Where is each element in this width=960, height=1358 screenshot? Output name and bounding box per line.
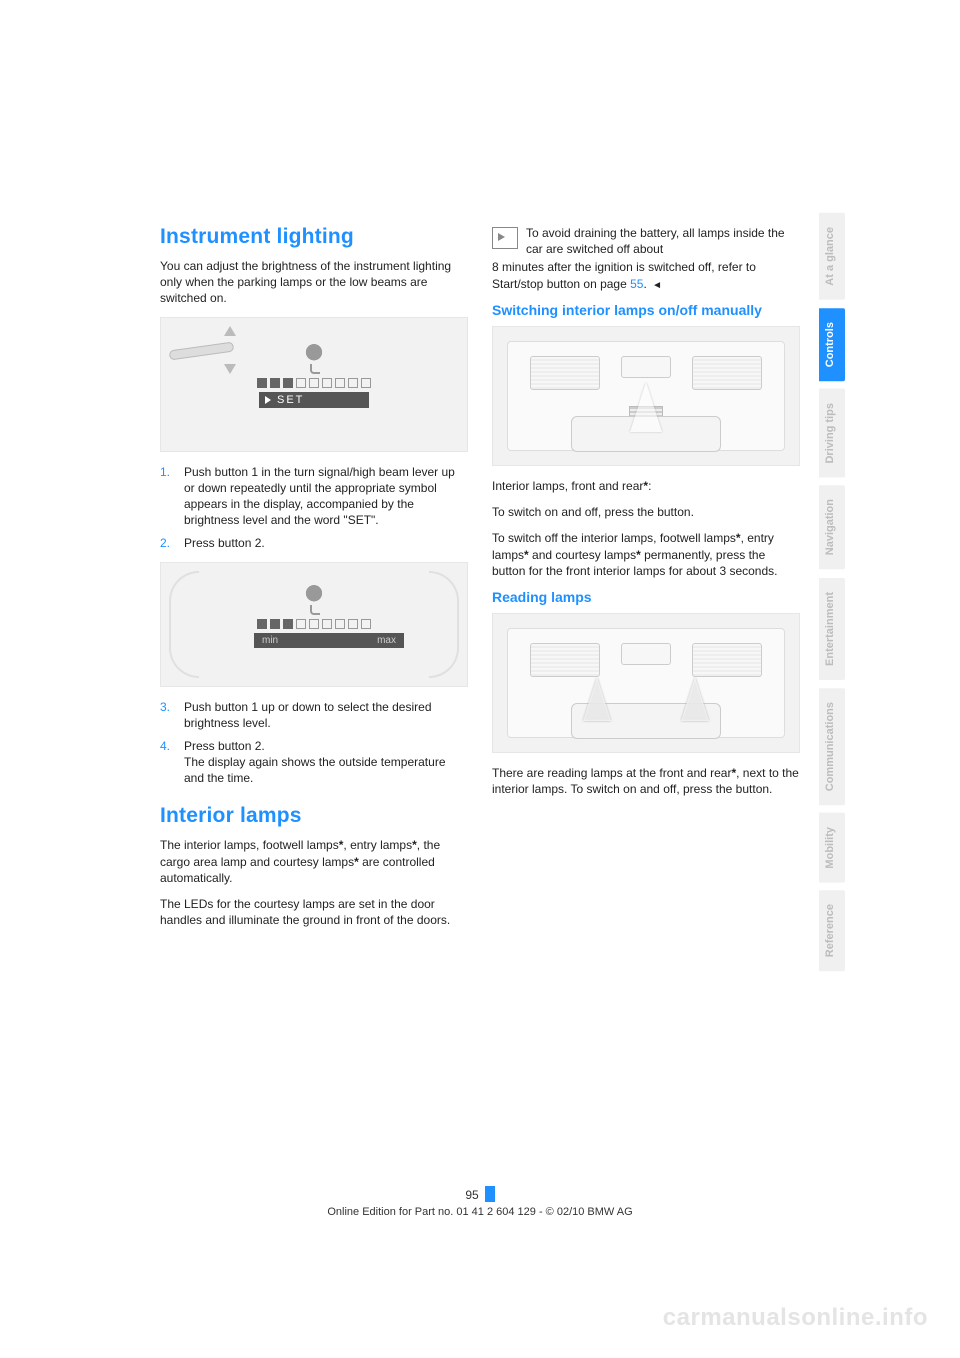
page-content: Instrument lighting You can adjust the b… <box>160 225 800 1215</box>
right-column: To avoid draining the battery, all lamps… <box>492 225 800 938</box>
figure-overhead-panel <box>492 326 800 466</box>
footer-edition-line: Online Edition for Part no. 01 41 2 604 … <box>160 1206 800 1218</box>
figure-brightness-set: SET <box>160 317 468 452</box>
page-link-55[interactable]: 55 <box>630 277 643 291</box>
note-icon <box>492 227 518 249</box>
step-3: 3.Push button 1 up or down to select the… <box>160 699 468 731</box>
tab-navigation[interactable]: Navigation <box>819 485 845 569</box>
tab-reference[interactable]: Reference <box>819 890 845 971</box>
interior-lamps-p1: The interior lamps, footwell lamps*, ent… <box>160 837 468 886</box>
figure-brightness-minmax: min max <box>160 562 468 687</box>
battery-note: To avoid draining the battery, all lamps… <box>492 225 800 257</box>
tab-at-a-glance[interactable]: At a glance <box>819 213 845 300</box>
tab-mobility[interactable]: Mobility <box>819 813 845 883</box>
panel-lamp-right <box>692 356 762 390</box>
switch-p3: To switch off the interior lamps, footwe… <box>492 530 800 579</box>
left-column: Instrument lighting You can adjust the b… <box>160 225 468 938</box>
set-indicator: SET <box>259 392 369 408</box>
instrument-steps-3-4: 3.Push button 1 up or down to select the… <box>160 699 468 787</box>
reading-p1: There are reading lamps at the front and… <box>492 765 800 797</box>
instrument-intro: You can adjust the brightness of the ins… <box>160 258 468 307</box>
section-tabs: At a glance Controls Driving tips Naviga… <box>819 213 845 972</box>
battery-note-cont: 8 minutes after the ignition is switched… <box>492 259 800 292</box>
reading-lamp-right <box>692 643 762 677</box>
panel-mid <box>621 356 671 378</box>
instrument-steps-1-2: 1.Push button 1 in the turn signal/high … <box>160 464 468 552</box>
turn-signal-stalk-illustration <box>169 328 249 378</box>
two-column-layout: Instrument lighting You can adjust the b… <box>160 225 800 938</box>
page-number: 95 <box>465 1188 482 1202</box>
step-2: 2.Press button 2. <box>160 535 468 551</box>
press-arrows-pair <box>508 677 784 721</box>
panel-lamp-left <box>530 356 600 390</box>
min-label: min <box>262 635 278 646</box>
heading-switching-manual: Switching interior lamps on/off manually <box>492 302 800 318</box>
page-footer: 95 Online Edition for Part no. 01 41 2 6… <box>160 1186 800 1218</box>
tab-communications[interactable]: Communications <box>819 688 845 805</box>
switch-p2: To switch on and off, press the button. <box>492 504 800 520</box>
watermark: carmanualsonline.info <box>663 1304 928 1332</box>
step-1: 1.Push button 1 in the turn signal/high … <box>160 464 468 529</box>
brightness-icon <box>296 577 332 613</box>
panel-mid <box>621 643 671 665</box>
interior-lamps-p2: The LEDs for the courtesy lamps are set … <box>160 896 468 928</box>
heading-reading-lamps: Reading lamps <box>492 589 800 605</box>
set-label: SET <box>277 394 304 406</box>
figure-reading-lamps <box>492 613 800 753</box>
page-number-marker <box>485 1186 495 1202</box>
press-arrow-icon <box>630 382 662 432</box>
heading-instrument-lighting: Instrument lighting <box>160 225 468 249</box>
brightness-icon <box>296 336 332 372</box>
reading-lamp-left <box>530 643 600 677</box>
step-4: 4.Press button 2.The display again shows… <box>160 738 468 787</box>
note-text: To avoid draining the battery, all lamps… <box>526 225 800 257</box>
brightness-bar-row <box>254 619 374 629</box>
max-label: max <box>377 635 396 646</box>
minmax-indicator: min max <box>254 633 404 648</box>
brightness-bar-row <box>254 378 374 388</box>
tab-entertainment[interactable]: Entertainment <box>819 578 845 680</box>
heading-interior-lamps: Interior lamps <box>160 804 468 828</box>
tab-driving-tips[interactable]: Driving tips <box>819 389 845 478</box>
switch-p1: Interior lamps, front and rear*: <box>492 478 800 494</box>
tab-controls[interactable]: Controls <box>819 308 845 381</box>
